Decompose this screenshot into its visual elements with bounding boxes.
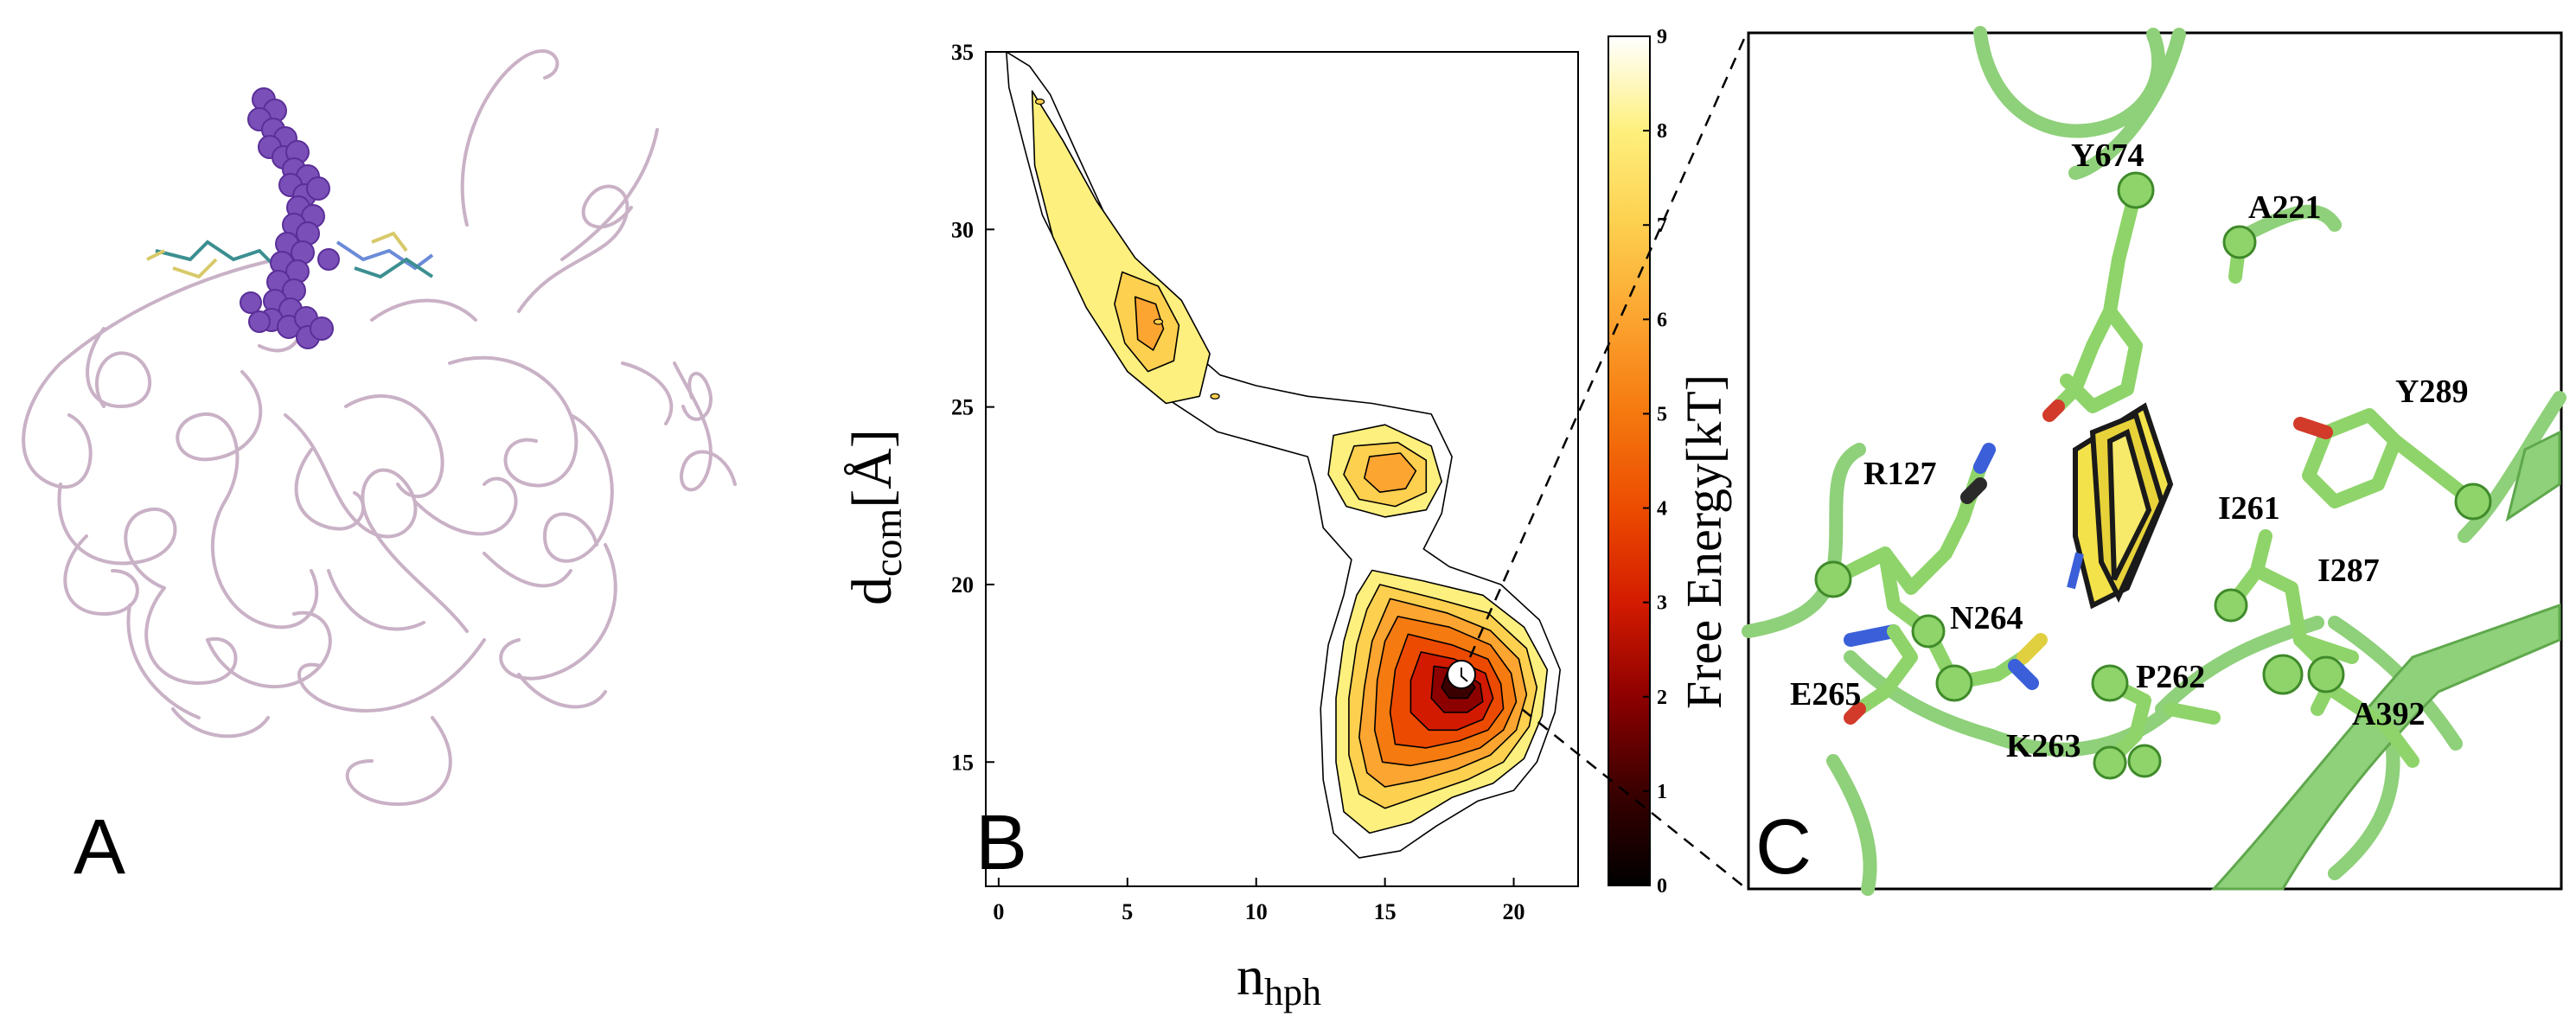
protein-ribbon: [22, 49, 737, 807]
c-alpha-atoms: [1814, 171, 2492, 780]
contour-island: [1210, 393, 1220, 399]
beta-sheet: [2210, 430, 2561, 891]
y-tick-label: 25: [951, 395, 974, 420]
contour-band: [1364, 452, 1417, 493]
residue-label: Y289: [2395, 374, 2468, 410]
colorbar-tick-label: 9: [1657, 26, 1667, 48]
y-axis-label: dcom[Å]: [841, 429, 910, 605]
colorbar-tick-label: 6: [1657, 309, 1667, 331]
ligand-stack: [2067, 402, 2174, 610]
residue-label: Y674: [2071, 137, 2144, 174]
y-axis: 15 20 25 30 35: [951, 40, 994, 775]
x-tick-label: 5: [1122, 899, 1133, 924]
x-tick-label: 0: [993, 899, 1004, 924]
residue-label: A392: [2352, 696, 2425, 732]
contour-band: [1031, 90, 1211, 405]
ligand-sticks: [146, 231, 434, 279]
residue-label: P262: [2136, 659, 2205, 695]
residue-label: I287: [2317, 553, 2380, 589]
colorbar-tick-label: 0: [1657, 875, 1667, 898]
panel-a-letter: A: [74, 804, 125, 891]
x-tick-label: 15: [1374, 899, 1397, 924]
global-minimum-marker: [1447, 660, 1476, 689]
panel-a: A: [22, 49, 737, 891]
zoom-lines: [1468, 32, 1748, 890]
colorbar-tick-label: 1: [1657, 781, 1667, 803]
contour-band: [1134, 296, 1165, 351]
residue-labels: Y674 A221 Y289 R127 I261 I287 N264 E265 …: [1790, 137, 2468, 764]
residue-label: E265: [1790, 676, 1861, 713]
colorbar-tick-label: 2: [1657, 687, 1667, 709]
colorbar-tick-label: 3: [1657, 592, 1667, 615]
y-tick-label: 35: [951, 40, 974, 65]
colorbar: [1608, 35, 1651, 886]
residue-label: I261: [2218, 490, 2280, 527]
x-axis: 0 5 10 15 20: [993, 878, 1525, 924]
residue-label: A221: [2248, 189, 2321, 226]
x-tick-label: 10: [1245, 899, 1268, 924]
x-axis-label: nhph: [1237, 945, 1321, 1013]
colorbar-label: Free Energy[kT]: [1676, 374, 1732, 709]
colorbar-tick-label: 5: [1657, 403, 1667, 425]
colorbar-tick-label: 4: [1657, 498, 1667, 521]
residue-label: R127: [1863, 456, 1936, 492]
y-tick-label: 15: [951, 750, 974, 775]
residue-label: N264: [1950, 600, 2023, 636]
panel-c-letter: C: [1755, 804, 1812, 891]
panel-c: Y674 A221 Y289 R127 I261 I287 N264 E265 …: [1742, 26, 2566, 896]
contour-island: [1153, 318, 1164, 325]
free-energy-contours: [1006, 52, 1561, 859]
panel-b-letter: B: [975, 800, 1027, 886]
contour-island: [1034, 98, 1045, 105]
x-tick-label: 20: [1503, 899, 1525, 924]
colorbar-tick-label: 8: [1657, 120, 1667, 143]
y-tick-label: 20: [951, 572, 974, 598]
residue-label: K263: [2006, 728, 2081, 764]
y-tick-label: 30: [951, 217, 974, 242]
plot-frame: [985, 51, 1579, 887]
peptide-spheres: [240, 87, 340, 349]
panel-b: 0 5 10 15 20 15 20 25 30 35 nhph dcom[Å] 0 1 2 3 4 5 6…: [841, 26, 1732, 1013]
